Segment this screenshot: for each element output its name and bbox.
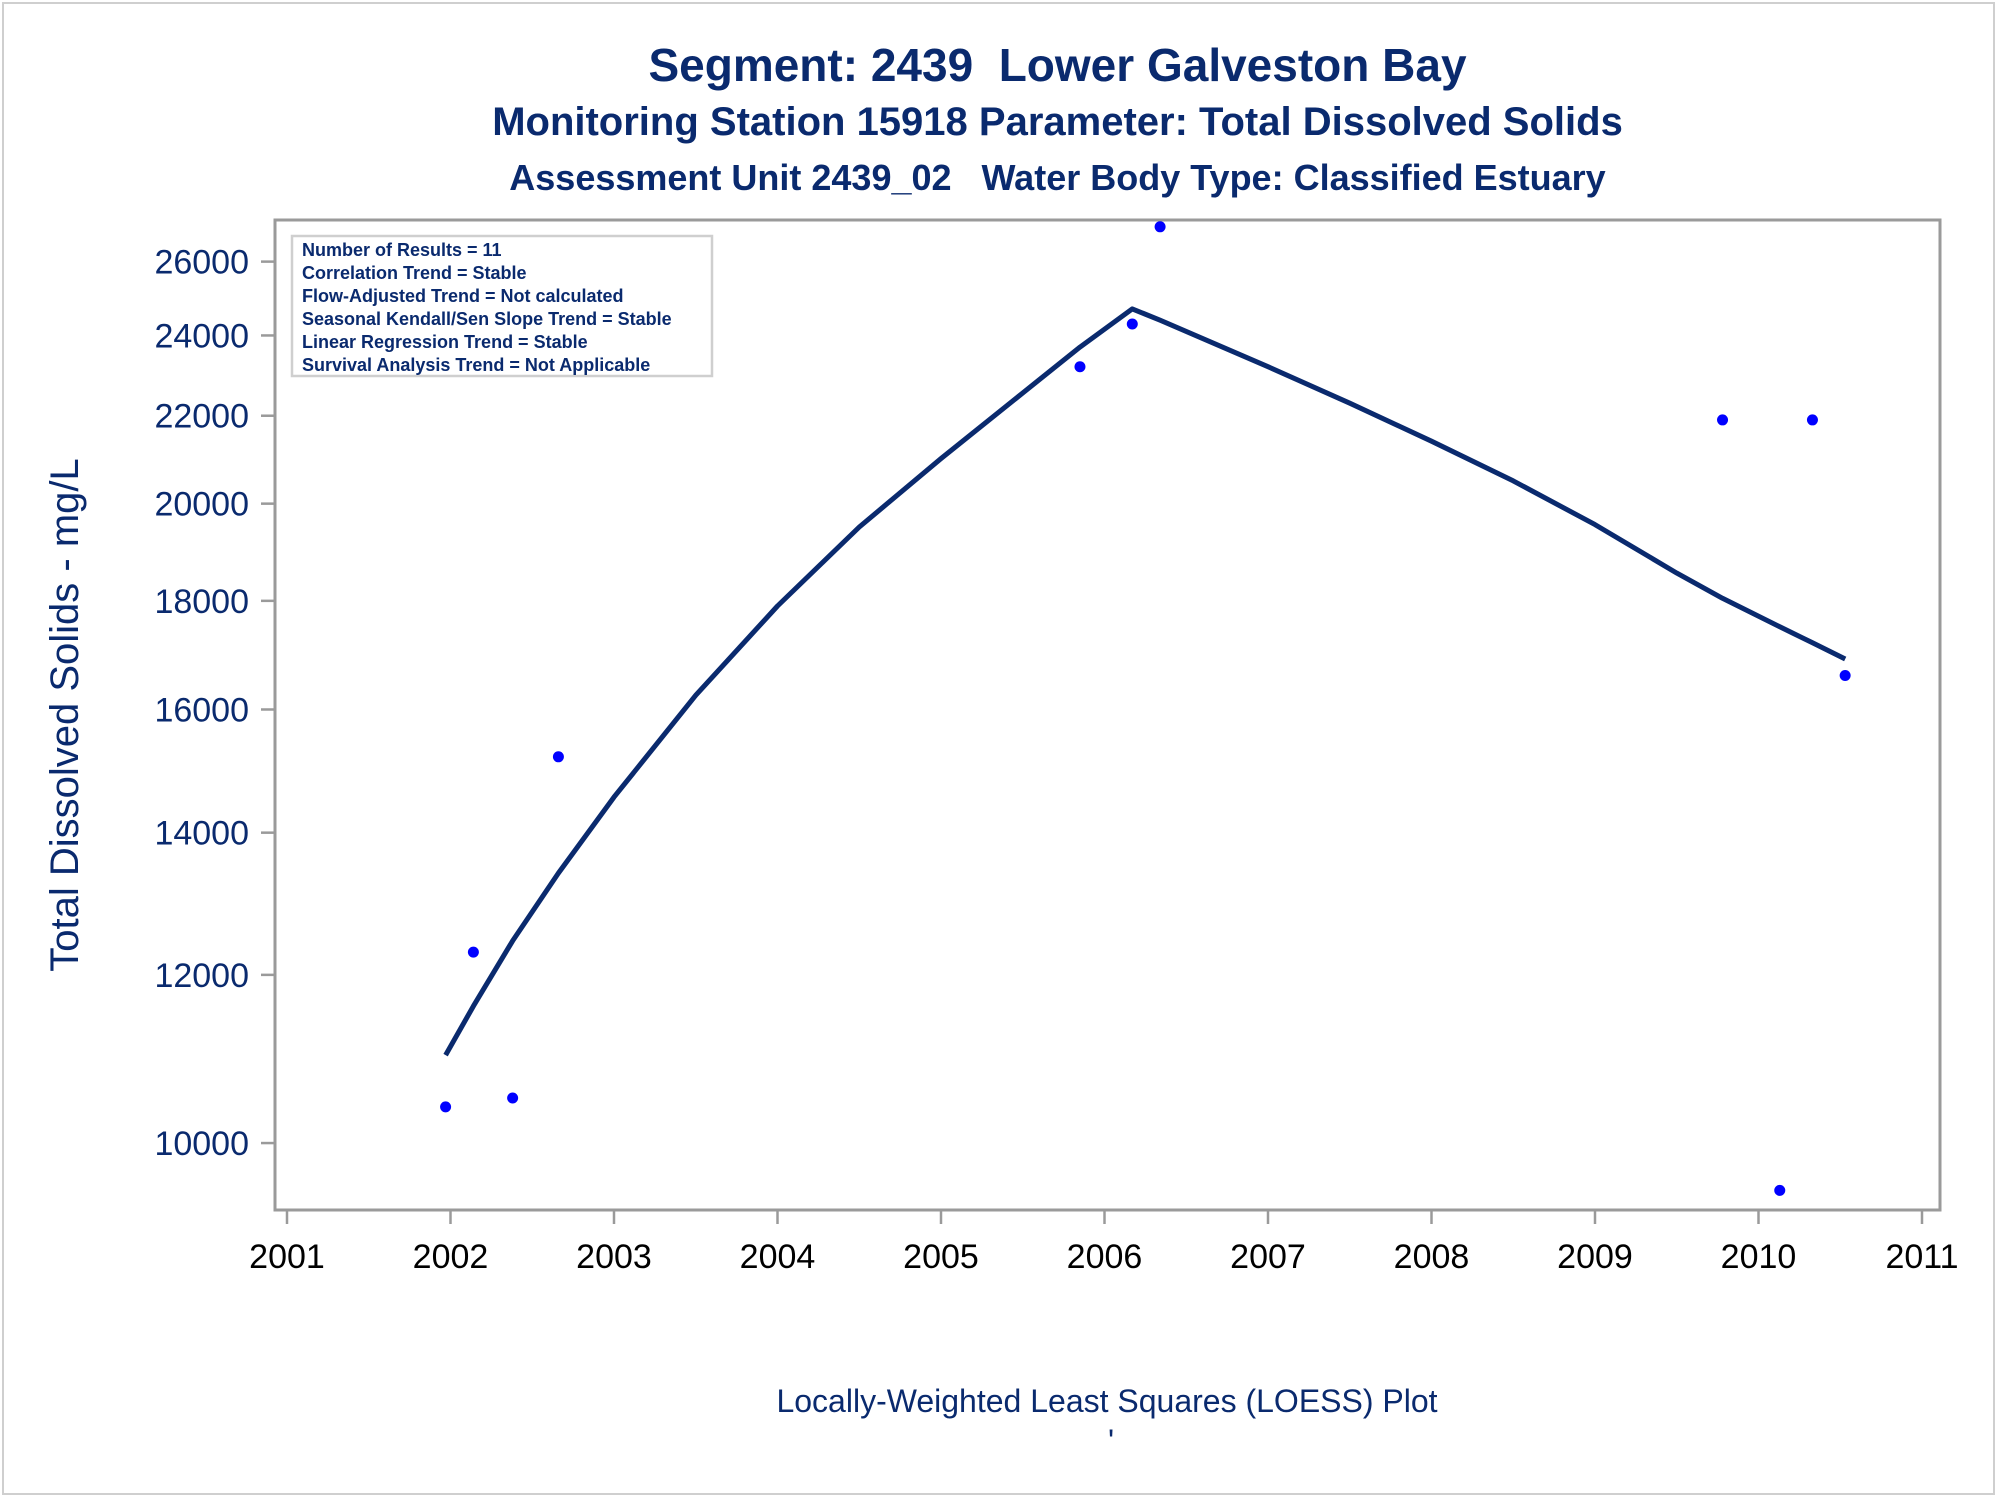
data-point-3	[552, 751, 564, 763]
annotation-line-2: Correlation Trend = Stable	[302, 263, 527, 283]
annotation-box: Number of Results = 11 Correlation Trend…	[290, 234, 714, 378]
y-tick-label-2: 14000	[154, 815, 249, 853]
x-tick-label-5: 2006	[1067, 1238, 1143, 1276]
annotation-line-5: Linear Regression Trend = Stable	[302, 332, 588, 352]
chart-title: Segment: 2439 Lower Galveston Bay	[648, 39, 1467, 91]
y-tick-label-1: 12000	[154, 957, 249, 995]
data-point-1	[467, 946, 479, 958]
data-points-layer	[440, 221, 1851, 1196]
data-point-9	[1806, 414, 1818, 426]
y-tick-label-7: 24000	[154, 317, 249, 355]
x-tick-label-4: 2005	[903, 1238, 979, 1276]
y-tick-label-4: 18000	[154, 583, 249, 621]
y-tick-label-6: 22000	[154, 398, 249, 436]
annotation-line-4: Seasonal Kendall/Sen Slope Trend = Stabl…	[302, 309, 672, 329]
annotation-line-6: Survival Analysis Trend = Not Applicable	[302, 355, 650, 375]
annotation-box-border	[290, 234, 714, 378]
x-tick-label-10: 2011	[1885, 1238, 1958, 1276]
x-tick-label-2: 2003	[576, 1238, 652, 1276]
x-tick-label-3: 2004	[740, 1238, 816, 1276]
data-point-6	[1154, 221, 1166, 233]
x-tick-label-1: 2002	[413, 1238, 489, 1276]
annotation-line-1: Number of Results = 11	[302, 240, 502, 260]
annotation-line-3: Flow-Adjusted Trend = Not calculated	[302, 286, 624, 306]
footnote: Locally-Weighted Least Squares (LOESS) P…	[776, 1383, 1437, 1419]
x-axis: 2001 2002 2003 2004 2005 2006 2007 2008 2009 2010…	[249, 1210, 1959, 1276]
data-point-4	[1074, 361, 1086, 373]
y-axis-label: Total Dissolved Solids - mg/L	[43, 458, 87, 972]
footnote-mark: '	[1108, 1423, 1114, 1459]
loess-trend-line	[443, 306, 1847, 1057]
data-point-5	[1126, 318, 1138, 330]
y-tick-label-5: 20000	[154, 486, 249, 524]
data-point-10	[1839, 670, 1851, 682]
y-tick-label-3: 16000	[154, 691, 249, 729]
data-point-8	[1774, 1184, 1786, 1196]
y-tick-label-0: 10000	[154, 1125, 249, 1163]
x-tick-label-9: 2010	[1721, 1238, 1797, 1276]
x-tick-label-8: 2009	[1557, 1238, 1633, 1276]
data-point-2	[507, 1092, 519, 1104]
x-tick-label-7: 2008	[1394, 1238, 1470, 1276]
data-point-0	[440, 1101, 452, 1113]
y-tick-label-8: 26000	[154, 244, 249, 282]
plot-area	[273, 218, 1942, 1212]
chart-subtitle-2: Assessment Unit 2439_02 Water Body Type:…	[509, 157, 1606, 198]
data-point-7	[1717, 414, 1729, 426]
x-tick-label-6: 2007	[1230, 1238, 1306, 1276]
x-tick-label-0: 2001	[249, 1238, 325, 1276]
chart-subtitle: Monitoring Station 15918 Parameter: Tota…	[492, 100, 1623, 144]
loess-line-layer	[443, 306, 1847, 1057]
y-axis: 10000 12000 14000 16000 18000 20000 22000 24000…	[154, 244, 275, 1163]
